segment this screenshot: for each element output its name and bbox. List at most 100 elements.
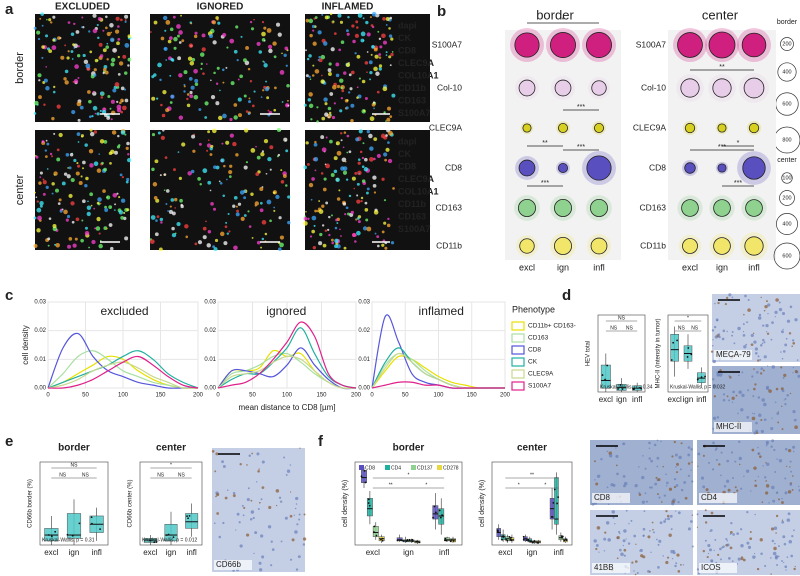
point [405, 540, 408, 543]
cell [243, 196, 247, 200]
point [402, 540, 405, 542]
cell [369, 70, 373, 75]
x-tick-label: excl [519, 262, 535, 272]
stain [784, 397, 787, 400]
cell [202, 235, 207, 240]
stain [707, 461, 710, 464]
cell [56, 148, 60, 152]
stain [759, 538, 763, 542]
stain [718, 463, 721, 466]
cell [189, 90, 193, 95]
cell [243, 214, 247, 217]
cell [233, 195, 238, 200]
cell [251, 104, 255, 108]
cell [385, 17, 390, 21]
stain [687, 527, 691, 531]
bubble [514, 32, 540, 58]
stain [286, 469, 291, 473]
cell [385, 24, 388, 26]
cell [106, 115, 111, 120]
stain [798, 485, 800, 488]
cell [287, 220, 291, 225]
cell [388, 55, 392, 59]
cell [222, 68, 225, 72]
y-axis-label: HEV total [586, 341, 592, 366]
cell [160, 135, 166, 141]
stain [622, 442, 626, 446]
stain [594, 460, 596, 463]
cell [75, 217, 80, 222]
cell [86, 205, 92, 210]
cell [391, 51, 394, 53]
cell [266, 96, 270, 100]
stain [753, 340, 757, 344]
cell [33, 26, 37, 30]
cell [335, 73, 340, 78]
cell [109, 161, 112, 165]
cell [362, 226, 368, 231]
stain [710, 511, 714, 515]
cell [105, 45, 110, 49]
cell [127, 57, 132, 62]
cell [171, 211, 176, 216]
cell [222, 81, 225, 84]
cell [151, 167, 155, 172]
bubble [518, 159, 536, 177]
cell [223, 164, 226, 168]
y-tick-label: 0.03 [358, 300, 370, 306]
cell [73, 158, 77, 163]
stain [294, 507, 297, 510]
cell [305, 210, 307, 213]
stain [753, 431, 757, 435]
cell [171, 232, 177, 238]
point [47, 534, 50, 536]
cell [357, 158, 361, 161]
stain [639, 548, 643, 553]
cell [151, 133, 156, 137]
stain [782, 535, 786, 539]
stain [702, 454, 705, 457]
point [686, 356, 689, 358]
stain [660, 501, 663, 503]
stain [733, 342, 736, 345]
stain [245, 533, 250, 537]
stain [603, 537, 607, 541]
stain [294, 530, 298, 534]
cell [159, 174, 162, 177]
legend-label: CD4 [391, 465, 401, 471]
x-tick-label: ign [527, 548, 538, 557]
stain [216, 512, 220, 515]
stain [299, 447, 301, 449]
row-label: CLEC9A [429, 122, 462, 132]
cell [81, 16, 84, 19]
column-header: EXCLUDED [55, 2, 110, 13]
cell [51, 192, 54, 195]
cell [237, 113, 243, 118]
stain [600, 457, 603, 461]
stain [726, 395, 729, 398]
cell [308, 103, 314, 109]
cell [352, 39, 356, 44]
stain [666, 514, 670, 518]
cell [325, 163, 330, 169]
stain [784, 491, 788, 495]
point [452, 539, 455, 542]
cell [262, 89, 265, 92]
chart-title: excluded [101, 304, 149, 318]
sig-label: NS [618, 315, 626, 321]
size-legend-circle [777, 62, 797, 82]
point [506, 539, 509, 542]
cell [275, 194, 280, 199]
stain [656, 538, 658, 541]
stain [758, 313, 762, 317]
stain [793, 529, 795, 532]
cell [88, 99, 92, 104]
cell [381, 230, 385, 234]
cell [92, 13, 97, 18]
stain [738, 456, 742, 461]
cell [217, 21, 221, 25]
cell [33, 112, 37, 115]
test-label: Kruskal-Wallis, p = 0.032 [670, 384, 725, 390]
stain [771, 321, 774, 325]
stain [726, 539, 729, 542]
